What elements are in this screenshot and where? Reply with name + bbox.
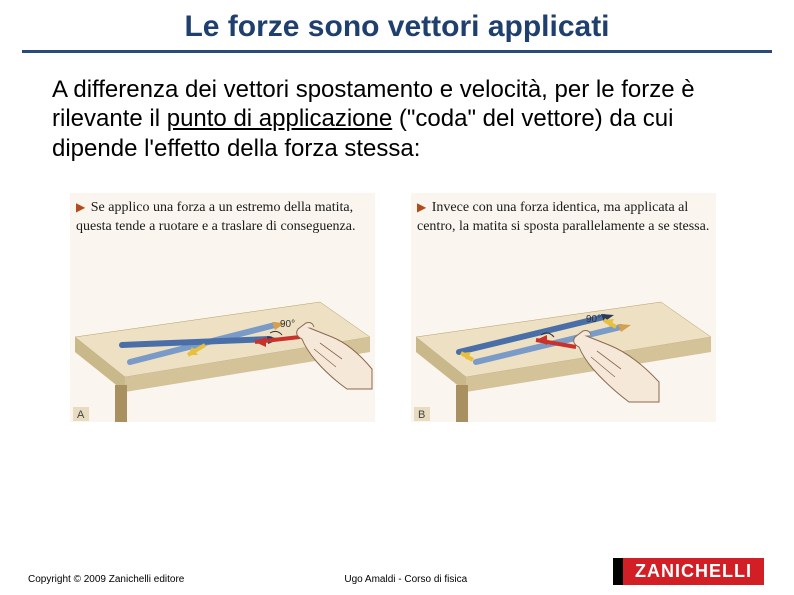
figure-row: ▶ Se applico una forza a un estremo dell… <box>70 193 794 422</box>
figure-b-illustration: 90° B <box>411 267 716 422</box>
figure-a: ▶ Se applico una forza a un estremo dell… <box>70 193 375 422</box>
figure-b: ▶ Invece con una forza identica, ma appl… <box>411 193 716 422</box>
svg-text:90°: 90° <box>280 319 295 330</box>
figure-b-caption-text: Invece con una forza identica, ma applic… <box>417 200 709 234</box>
publisher-logo: ZANICHELLI <box>613 558 764 585</box>
svg-text:B: B <box>418 409 425 421</box>
footer: Copyright © 2009 Zanichelli editore Ugo … <box>0 558 794 585</box>
bullet-icon: ▶ <box>76 200 85 214</box>
copyright-text: Copyright © 2009 Zanichelli editore <box>28 574 184 585</box>
svg-text:A: A <box>77 409 85 421</box>
svg-text:90°: 90° <box>586 314 601 325</box>
bullet-icon: ▶ <box>417 200 426 214</box>
body-paragraph: A differenza dei vettori spostamento e v… <box>52 75 742 163</box>
figure-a-caption: ▶ Se applico una forza a un estremo dell… <box>70 193 375 267</box>
course-text: Ugo Amaldi - Corso di fisica <box>344 574 467 585</box>
title-rule <box>22 50 772 53</box>
figure-a-caption-text: Se applico una forza a un estremo della … <box>76 200 355 234</box>
figure-b-caption: ▶ Invece con una forza identica, ma appl… <box>411 193 716 267</box>
figure-a-illustration: 90° A <box>70 267 375 422</box>
body-underlined: punto di applicazione <box>167 105 393 132</box>
slide-title: Le forze sono vettori applicati <box>0 0 794 44</box>
